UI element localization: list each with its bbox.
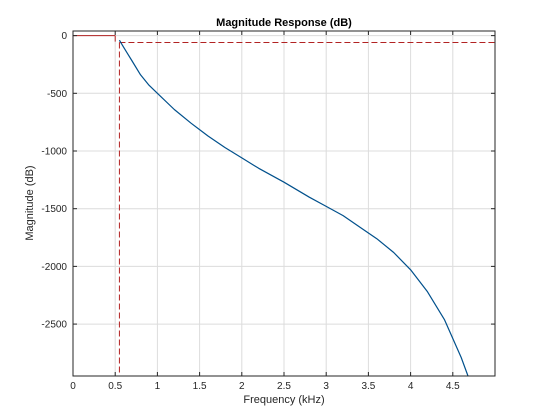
y-tick-label: -500 bbox=[47, 89, 67, 100]
x-tick-label: 4 bbox=[408, 381, 414, 392]
y-axis-label: Magnitude (dB) bbox=[24, 165, 36, 240]
y-tick-label: 0 bbox=[61, 31, 67, 42]
y-tick-label: -1000 bbox=[41, 147, 67, 158]
x-tick-label: 1.5 bbox=[193, 381, 207, 392]
x-axis-label: Frequency (kHz) bbox=[243, 394, 324, 406]
x-tick-label: 4.5 bbox=[446, 381, 460, 392]
x-tick-label: 1 bbox=[155, 381, 161, 392]
x-tick-label: 3 bbox=[323, 381, 329, 392]
spec-mask bbox=[73, 35, 495, 376]
y-tick-label: -1500 bbox=[41, 204, 67, 215]
x-tick-label: 2.5 bbox=[277, 381, 291, 392]
x-tick-label: 2 bbox=[239, 381, 245, 392]
series bbox=[118, 39, 469, 377]
x-tick-label: 0 bbox=[70, 381, 76, 392]
magnitude-response-line bbox=[118, 39, 469, 377]
chart-title: Magnitude Response (dB) bbox=[216, 17, 352, 29]
x-tick-label: 3.5 bbox=[361, 381, 375, 392]
x-tick-label: 0.5 bbox=[108, 381, 122, 392]
y-tick-label: -2500 bbox=[41, 320, 67, 331]
y-tick-label: -2000 bbox=[41, 262, 67, 273]
ticks: 0 0.5 1 1.5 2 2.5 3 3.5 4 4.5 0 -500 -1000 -1500 -2000… bbox=[41, 31, 495, 392]
grid bbox=[72, 31, 495, 376]
